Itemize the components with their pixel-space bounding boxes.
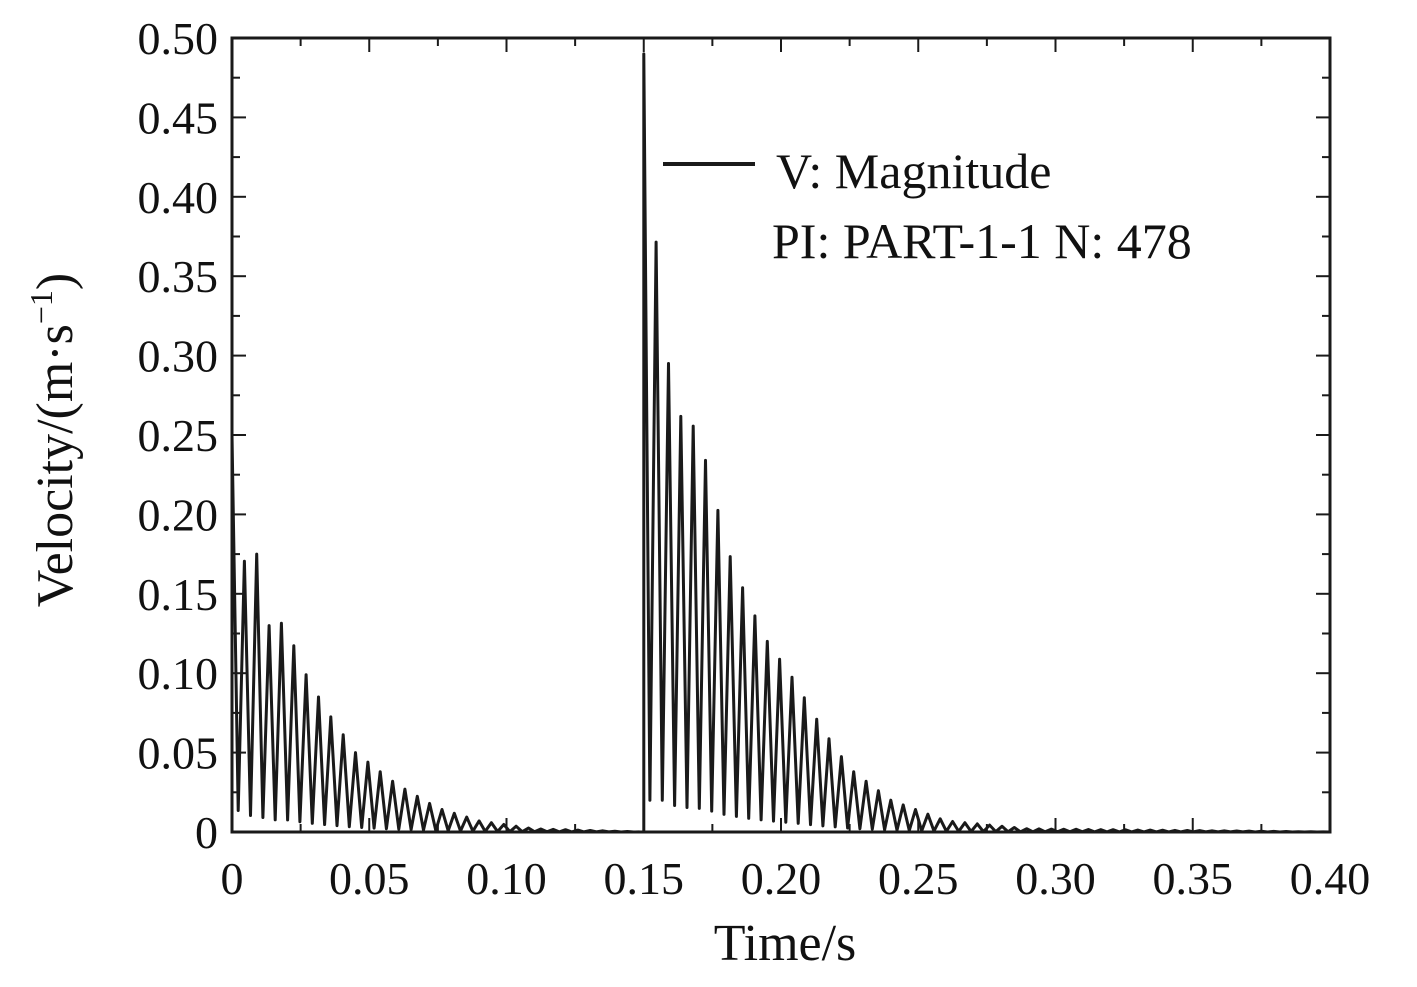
x-tick-label: 0.20 [741, 853, 822, 904]
x-tick-label: 0.10 [466, 853, 547, 904]
y-axis-title-close: ) [27, 273, 84, 290]
x-tick-label: 0.25 [878, 853, 959, 904]
x-tick-label: 0.40 [1290, 853, 1371, 904]
y-tick-label: 0.45 [138, 92, 219, 143]
x-tick-label: 0.35 [1153, 853, 1234, 904]
x-tick-label: 0.30 [1015, 853, 1096, 904]
x-tick-label: 0.15 [604, 853, 685, 904]
y-tick-label: 0 [195, 807, 218, 858]
y-tick-label: 0.40 [138, 172, 219, 223]
y-tick-label: 0.35 [138, 251, 219, 302]
y-axis-title: Velocity/(m·s−1) [23, 273, 84, 607]
x-tick-label: 0 [221, 853, 244, 904]
y-axis-title-superscript: −1 [23, 290, 59, 324]
y-tick-label: 0.15 [138, 569, 219, 620]
y-tick-label: 0.25 [138, 410, 219, 461]
y-tick-label: 0.30 [138, 331, 219, 382]
y-tick-label: 0.50 [138, 13, 219, 64]
y-tick-labels: 0 0.05 0.10 0.15 0.20 0.25 0.30 0.35 0.40 0.45 0.5… [138, 13, 219, 858]
y-tick-label: 0.10 [138, 648, 219, 699]
legend-entry-source: PI: PART-1-1 N: 478 [772, 213, 1192, 269]
y-tick-label: 0.20 [138, 489, 219, 540]
x-tick-label: 0.05 [329, 853, 410, 904]
y-tick-label: 0.05 [138, 728, 219, 779]
x-axis-title: Time/s [714, 915, 857, 972]
plot-frame [230, 36, 1332, 834]
legend: V: Magnitude PI: PART-1-1 N: 478 [663, 143, 1192, 269]
y-axis-title-main: Velocity/(m·s [27, 324, 84, 607]
legend-entry-series: V: Magnitude [776, 143, 1051, 199]
x-tick-labels: 0 0.05 0.10 0.15 0.20 0.25 0.30 0.35 0.40 [221, 853, 1371, 904]
